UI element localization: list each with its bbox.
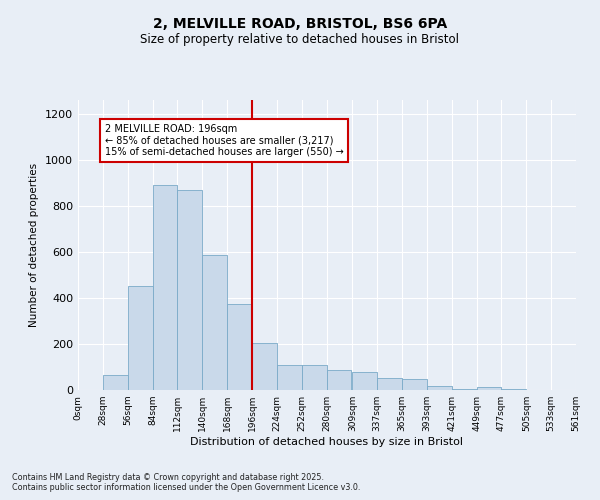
Bar [352, 372, 377, 390]
Text: 2, MELVILLE ROAD, BRISTOL, BS6 6PA: 2, MELVILLE ROAD, BRISTOL, BS6 6PA [153, 18, 447, 32]
Text: Size of property relative to detached houses in Bristol: Size of property relative to detached ho… [140, 32, 460, 46]
Bar [452, 389, 476, 390]
Text: Contains HM Land Registry data © Crown copyright and database right 2025.
Contai: Contains HM Land Registry data © Crown c… [12, 473, 361, 492]
Bar [402, 379, 427, 390]
Bar [427, 386, 452, 390]
Bar [377, 378, 402, 390]
Bar [326, 370, 352, 390]
Bar [178, 190, 202, 390]
Bar [252, 343, 277, 390]
Bar [227, 304, 252, 390]
Y-axis label: Number of detached properties: Number of detached properties [29, 163, 40, 327]
Bar [152, 185, 178, 390]
Bar [476, 386, 502, 390]
Bar [277, 364, 302, 390]
Bar [502, 389, 526, 390]
Bar [302, 364, 326, 390]
Bar [103, 375, 128, 390]
Text: 2 MELVILLE ROAD: 196sqm
← 85% of detached houses are smaller (3,217)
15% of semi: 2 MELVILLE ROAD: 196sqm ← 85% of detache… [104, 124, 343, 158]
X-axis label: Distribution of detached houses by size in Bristol: Distribution of detached houses by size … [191, 437, 464, 447]
Bar [202, 256, 227, 390]
Bar [128, 286, 152, 390]
